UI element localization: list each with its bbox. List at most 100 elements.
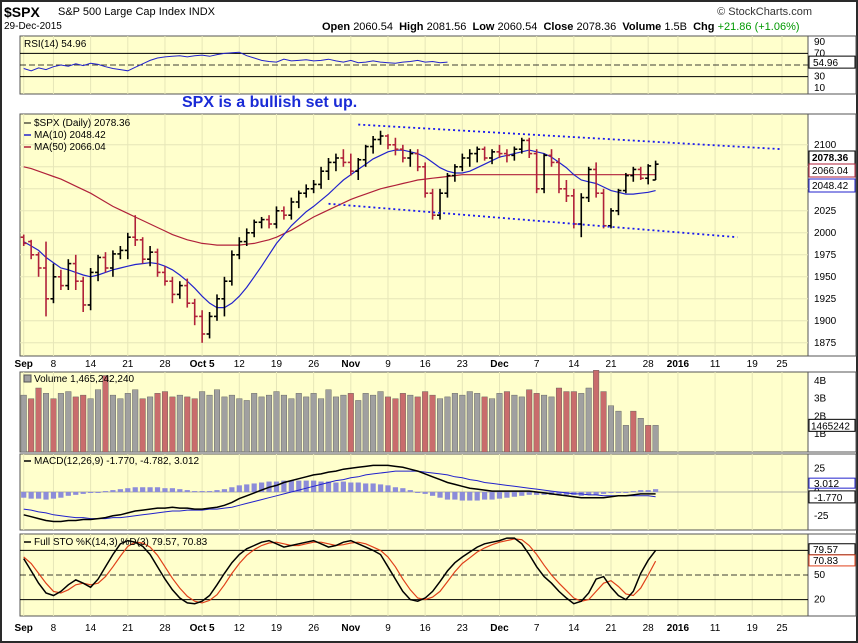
volume-bar <box>199 391 206 453</box>
macd-hist-bar <box>303 480 309 492</box>
volume-bar <box>310 393 317 453</box>
volume-tick-label: 3B <box>814 394 827 405</box>
macd-hist-bar <box>355 482 361 492</box>
x-tick-label: 21 <box>605 359 617 370</box>
macd-hist-bar <box>385 485 391 492</box>
volume-bar <box>578 393 585 453</box>
macd-hist-bar <box>65 492 71 496</box>
macd-hist-bar <box>615 492 622 493</box>
volume-bar <box>288 398 295 453</box>
price-bar <box>206 312 213 339</box>
price-bar <box>437 188 444 220</box>
volume-bar <box>608 405 614 453</box>
price-bar <box>645 164 652 185</box>
macd-hist-bar <box>608 492 614 493</box>
volume-bar <box>206 394 213 453</box>
x-tick-label-bottom: Oct 5 <box>190 623 215 634</box>
volume-bar <box>518 396 525 453</box>
volume-bar <box>318 398 325 453</box>
rsi-tick-label: 30 <box>814 72 826 83</box>
price-bar <box>154 248 161 277</box>
x-tick-label: 7 <box>534 359 540 370</box>
price-bar <box>50 263 57 304</box>
macd-hist-bar <box>132 487 138 492</box>
macd-hist-bar <box>244 484 250 492</box>
macd-hist-bar <box>259 482 265 492</box>
volume-bar <box>35 387 42 453</box>
sto-tick-label: 20 <box>814 595 826 606</box>
last-close-label: 2078.36 <box>812 153 849 164</box>
macd-hist-bar <box>504 492 510 498</box>
volume-bar <box>533 393 540 453</box>
x-tick-label-bottom: 28 <box>159 623 171 634</box>
trendline <box>328 202 738 239</box>
price-bar <box>555 158 562 194</box>
macd-line <box>23 464 656 523</box>
macd-hist-bar <box>102 491 109 493</box>
price-tick-label: 1950 <box>814 272 837 283</box>
macd-hist-bar <box>73 492 79 495</box>
sto-k-line <box>23 537 657 605</box>
price-tick-label: 2100 <box>814 140 837 151</box>
price-bar <box>474 146 481 163</box>
volume-bar <box>161 391 168 453</box>
volume-bar <box>169 396 176 453</box>
volume-bar <box>340 394 347 453</box>
x-tick-label: 28 <box>643 359 655 370</box>
macd-hist-bar <box>95 492 101 493</box>
x-tick-label: 25 <box>776 359 788 370</box>
volume-bar <box>280 394 287 453</box>
chg-label: Chg <box>693 21 715 33</box>
volume-bar <box>109 394 116 453</box>
macd-hist-bar <box>251 483 257 492</box>
volume-bar <box>191 398 198 453</box>
symbol-label: $SPX <box>4 4 40 20</box>
annotation-text: SPX is a bullish set up. <box>182 94 357 111</box>
price-bar <box>65 259 72 290</box>
rsi-last-label: 54.96 <box>813 58 838 69</box>
macd-hist-bar <box>496 492 503 499</box>
macd-hist-bar <box>110 490 116 492</box>
volume-tick-label: 2B <box>814 411 827 422</box>
volume-bar <box>154 393 161 453</box>
price-bar <box>243 228 250 246</box>
price-bar <box>258 216 265 229</box>
price-bar <box>20 234 27 246</box>
price-bar <box>622 172 629 194</box>
price-bar <box>161 266 168 286</box>
price-bar <box>228 250 235 286</box>
volume-bar <box>258 396 265 453</box>
ma50-legend: MA(50) 2066.04 <box>34 142 106 153</box>
macd-hist-bar <box>43 492 49 500</box>
volume-bar <box>147 396 154 453</box>
x-tick-label-bottom: 25 <box>776 623 788 634</box>
volume-bar <box>251 393 258 453</box>
price-bar <box>28 239 35 260</box>
x-tick-label-bottom: 8 <box>51 623 57 634</box>
price-bar <box>414 149 421 172</box>
macd-hist-bar <box>192 491 198 493</box>
open-label: Open <box>322 21 351 33</box>
macd-hist-bar <box>452 492 458 500</box>
price-bar <box>377 130 384 145</box>
macd-hist-bar <box>125 488 131 492</box>
x-tick-label-bottom: 26 <box>308 623 320 634</box>
volume-tick-label: 1B <box>814 429 827 440</box>
date-label: 29-Dec-2015 <box>4 21 62 32</box>
volume-bar <box>630 410 637 453</box>
volume-bar <box>555 387 562 453</box>
macd-signal-line <box>23 470 656 520</box>
macd-hist-bar <box>586 492 592 495</box>
volume-bar <box>563 391 570 453</box>
vol-axis-area <box>807 371 857 453</box>
price-bar <box>399 144 406 163</box>
price-bar <box>87 268 94 311</box>
macd-hist-bar <box>593 492 599 495</box>
macd-hist-bar <box>296 480 302 492</box>
price-bar <box>652 160 659 181</box>
price-bar <box>310 180 317 194</box>
macd-hist-bar <box>58 492 64 498</box>
x-tick-label-bottom: Sep <box>15 623 33 634</box>
x-tick-label: Sep <box>15 359 33 370</box>
x-tick-label-bottom: 21 <box>122 623 134 634</box>
